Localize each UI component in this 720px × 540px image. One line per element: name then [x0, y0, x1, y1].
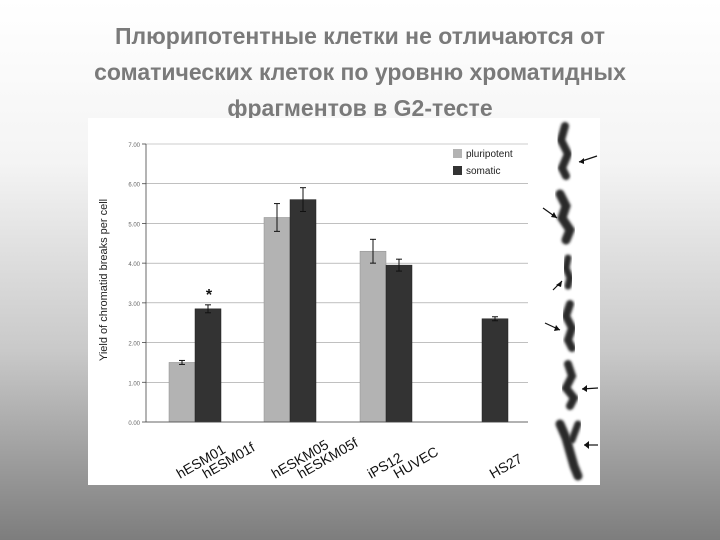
y-tick-label: 5.00 [128, 222, 140, 228]
title-line-1: Плюрипотентные клетки не отличаются от [115, 23, 605, 49]
bar-heskm05 [263, 217, 291, 423]
bar-hesm01 [168, 362, 196, 423]
bar-chart: * 0.001.002.003.004.005.006.007.00hESM01… [98, 143, 528, 482]
axes: 0.001.002.003.004.005.006.007.00hESM01hE… [128, 143, 528, 482]
legend-swatch-somatic [453, 166, 462, 175]
y-tick-label: 3.00 [128, 302, 140, 308]
x-tick-label: HS27 [487, 450, 526, 481]
chromosome-3 [552, 254, 574, 291]
bar-hs27 [481, 318, 509, 423]
figure-panel: * 0.00 1.00 2.00 3.00 4.00 5.00 6.00 7.00 hESM01… [88, 118, 600, 485]
y-tick-label: 2.00 [128, 342, 140, 348]
bar-hesm01f [194, 308, 222, 423]
y-tick-label: 4.00 [128, 262, 140, 268]
legend-swatch-pluripotent [453, 149, 462, 158]
y-tick-label: 7.00 [128, 143, 140, 149]
legend-label-somatic: somatic [466, 166, 500, 177]
bar-huvec [385, 264, 413, 423]
slide-title: Плюрипотентные клетки не отличаются от с… [0, 18, 720, 126]
y-axis-label: Yield of chromatid breaks per cell [98, 199, 110, 361]
significance-marker: * [206, 287, 213, 304]
bar-ips12 [359, 250, 387, 423]
x-tick-label: HUVEC [391, 443, 441, 481]
y-tick-label: 6.00 [128, 183, 140, 189]
bar-heskm05f [289, 199, 317, 423]
legend-label-pluripotent: pluripotent [466, 149, 513, 160]
y-tick-label: 1.00 [128, 381, 140, 387]
title-line-2: соматических клеток по уровню хроматидны… [94, 59, 626, 85]
bars: * [168, 187, 509, 423]
y-tick-label: 0.00 [128, 421, 140, 427]
chromosome-6 [555, 419, 598, 481]
chromosome-images [535, 118, 600, 485]
title-line-3: фрагментов в G2-тесте [227, 95, 493, 121]
chromosome-2 [542, 189, 576, 245]
chromosome-1 [556, 122, 598, 180]
legend: pluripotent somatic [453, 149, 513, 177]
chromosome-4 [544, 300, 577, 352]
chromosome-5 [561, 360, 599, 410]
